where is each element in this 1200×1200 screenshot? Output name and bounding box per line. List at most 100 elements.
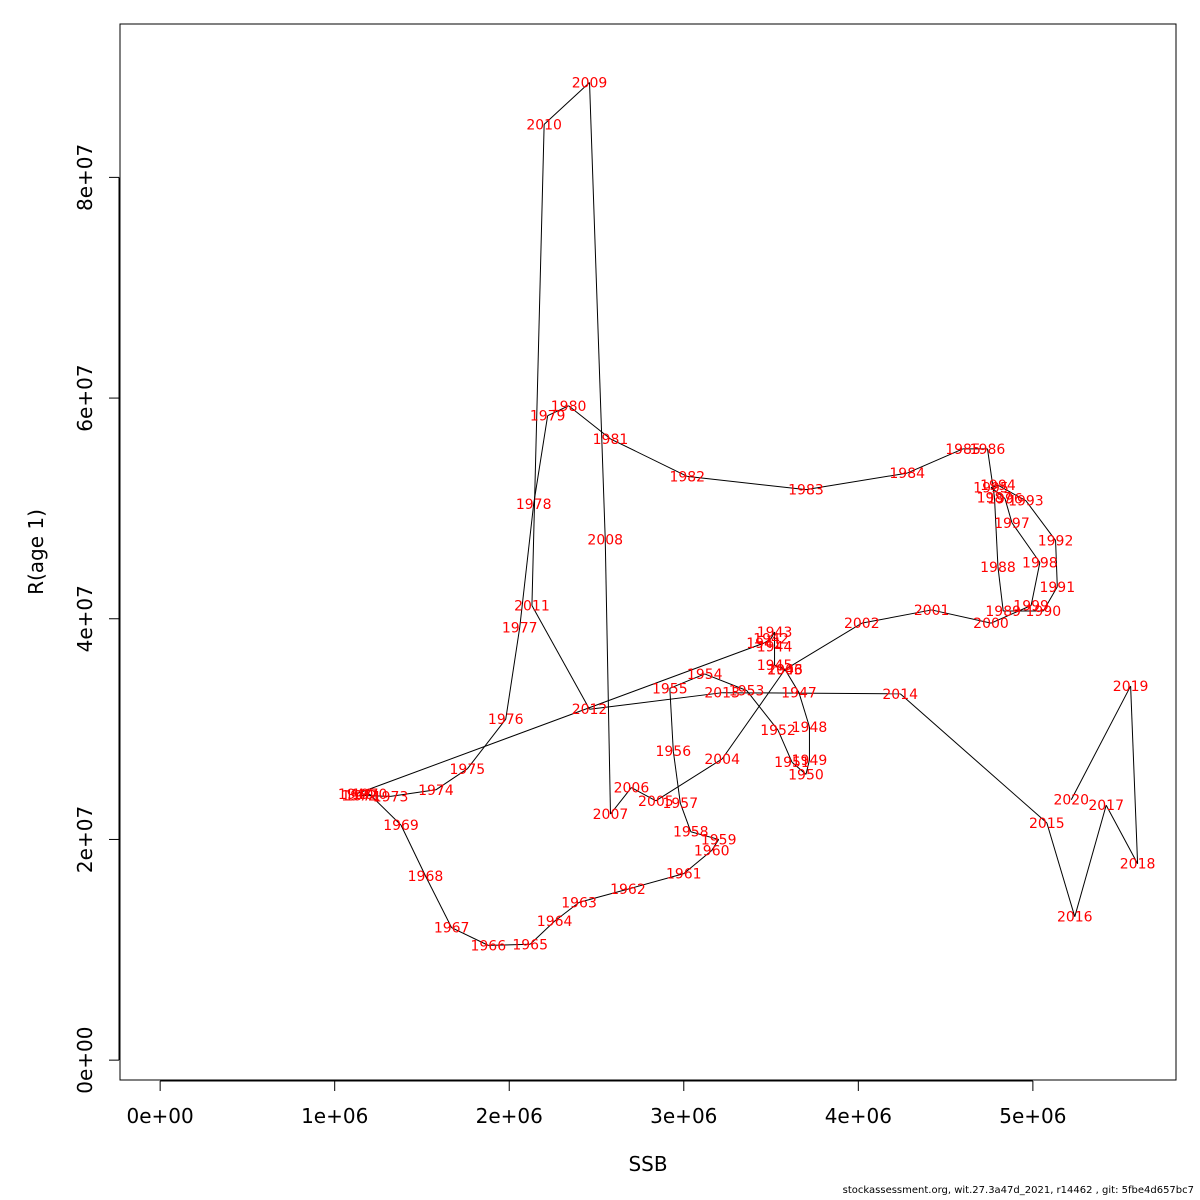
trajectory-segment	[805, 759, 810, 775]
trajectory-lines	[355, 82, 1139, 946]
trajectory-segment	[631, 787, 657, 802]
year-label: 1940	[338, 787, 374, 803]
trajectory-segment	[604, 539, 611, 815]
trajectory-segment	[369, 793, 402, 826]
year-label: 1968	[408, 869, 444, 885]
trajectory-segment	[466, 718, 507, 770]
y-tick-label: 2e+07	[73, 806, 97, 873]
y-tick-label: 8e+07	[73, 144, 97, 211]
trajectory-segment	[770, 631, 775, 639]
trajectory-segment	[359, 794, 391, 797]
trajectory-segment	[1011, 522, 1041, 563]
trajectory-segment	[529, 920, 555, 945]
x-tick-label: 4e+06	[825, 1104, 892, 1128]
year-label: 1966	[470, 938, 506, 954]
year-label: 1995	[973, 480, 1009, 496]
trajectory-segment	[435, 768, 468, 791]
year-label: 1980	[551, 399, 587, 415]
year-label: 2001	[914, 603, 950, 619]
year-label: 2009	[572, 75, 608, 91]
year-label: 1949	[792, 753, 828, 769]
trajectory-segment	[1025, 500, 1056, 541]
trajectory-segment	[683, 850, 713, 875]
year-label: 1947	[781, 686, 817, 702]
year-label: 1951	[774, 755, 810, 771]
year-label: 1982	[669, 469, 705, 485]
year-label: 1974	[418, 783, 454, 799]
trajectory-segment	[711, 839, 720, 851]
trajectory-segment	[899, 693, 1048, 824]
trajectory-segment	[610, 438, 688, 477]
year-label: 2016	[1057, 910, 1093, 926]
year-label: 1978	[516, 497, 552, 513]
year-label: 1990	[1026, 604, 1062, 620]
trajectory-segment	[655, 758, 723, 802]
plot-frame	[119, 23, 1177, 1081]
year-label: 1941	[746, 636, 782, 652]
trajectory-segment	[1074, 805, 1107, 917]
trajectory-segment	[610, 787, 632, 815]
trajectory-segment	[568, 405, 611, 440]
y-axis-title: R(age 1)	[24, 509, 48, 595]
trajectory-segment	[1046, 822, 1076, 917]
trajectory-segment	[690, 831, 719, 840]
trajectory-segment	[907, 448, 964, 474]
trajectory-segment	[784, 622, 863, 670]
trajectory-segment	[1070, 685, 1132, 800]
x-axis: 0e+00 1e+06 2e+06 3e+06 4e+06 5e+06	[127, 1080, 1066, 1128]
year-label: 1997	[994, 516, 1030, 532]
year-label: 1992	[1038, 533, 1074, 549]
trajectory-segment	[547, 405, 569, 417]
trajectory-segment	[554, 901, 580, 922]
trajectory-segment	[519, 503, 535, 628]
year-label: 2015	[1029, 816, 1065, 832]
year-label: 2019	[1113, 679, 1149, 695]
trajectory-segment	[784, 669, 800, 693]
year-label: 1952	[760, 723, 796, 739]
year-label: 2020	[1053, 793, 1089, 809]
trajectory-segment	[861, 609, 932, 624]
year-label: 1975	[450, 762, 486, 778]
year-label: 2003	[767, 663, 803, 679]
year-label: 2011	[514, 599, 550, 615]
year-label: 1984	[889, 466, 925, 482]
trajectory-segment	[1105, 805, 1139, 864]
year-label: 1979	[530, 409, 566, 425]
trajectory-segment	[721, 669, 786, 760]
year-label: 1962	[610, 882, 646, 898]
year-label: 1964	[537, 914, 573, 930]
year-label: 2018	[1120, 857, 1156, 873]
year-label: 1996	[987, 491, 1023, 507]
year-label: 1959	[701, 832, 737, 848]
year-label: 1971	[345, 788, 381, 804]
year-label: 1956	[655, 744, 691, 760]
year-label: 1958	[673, 825, 709, 841]
year-label: 1961	[666, 867, 702, 883]
trajectory-segment	[763, 638, 772, 644]
trajectory-segment	[997, 484, 1027, 502]
year-label: 2000	[973, 616, 1009, 632]
x-tick-label: 2e+06	[476, 1104, 543, 1128]
x-tick-label: 5e+06	[999, 1104, 1066, 1128]
year-label: 2012	[572, 702, 608, 718]
year-label: 2013	[704, 686, 740, 702]
trajectory-segment	[993, 497, 999, 567]
year-label: 1967	[434, 921, 470, 937]
trajectory-segment	[425, 875, 453, 928]
trajectory-segment	[931, 609, 992, 624]
year-label: 1986	[970, 442, 1006, 458]
year-label: 1976	[488, 712, 524, 728]
trajectory-segment	[774, 664, 786, 670]
trajectory-segment	[589, 692, 723, 710]
trajectory-segment	[669, 673, 705, 689]
trajectory-segment	[679, 802, 692, 832]
trajectory-segment	[505, 627, 521, 720]
year-label: 1981	[593, 432, 629, 448]
trajectory-segment	[390, 789, 436, 797]
trajectory-segment	[578, 888, 629, 903]
trajectory-segment	[627, 873, 684, 890]
year-label: 1970	[352, 787, 388, 803]
year-label: 1965	[512, 937, 548, 953]
